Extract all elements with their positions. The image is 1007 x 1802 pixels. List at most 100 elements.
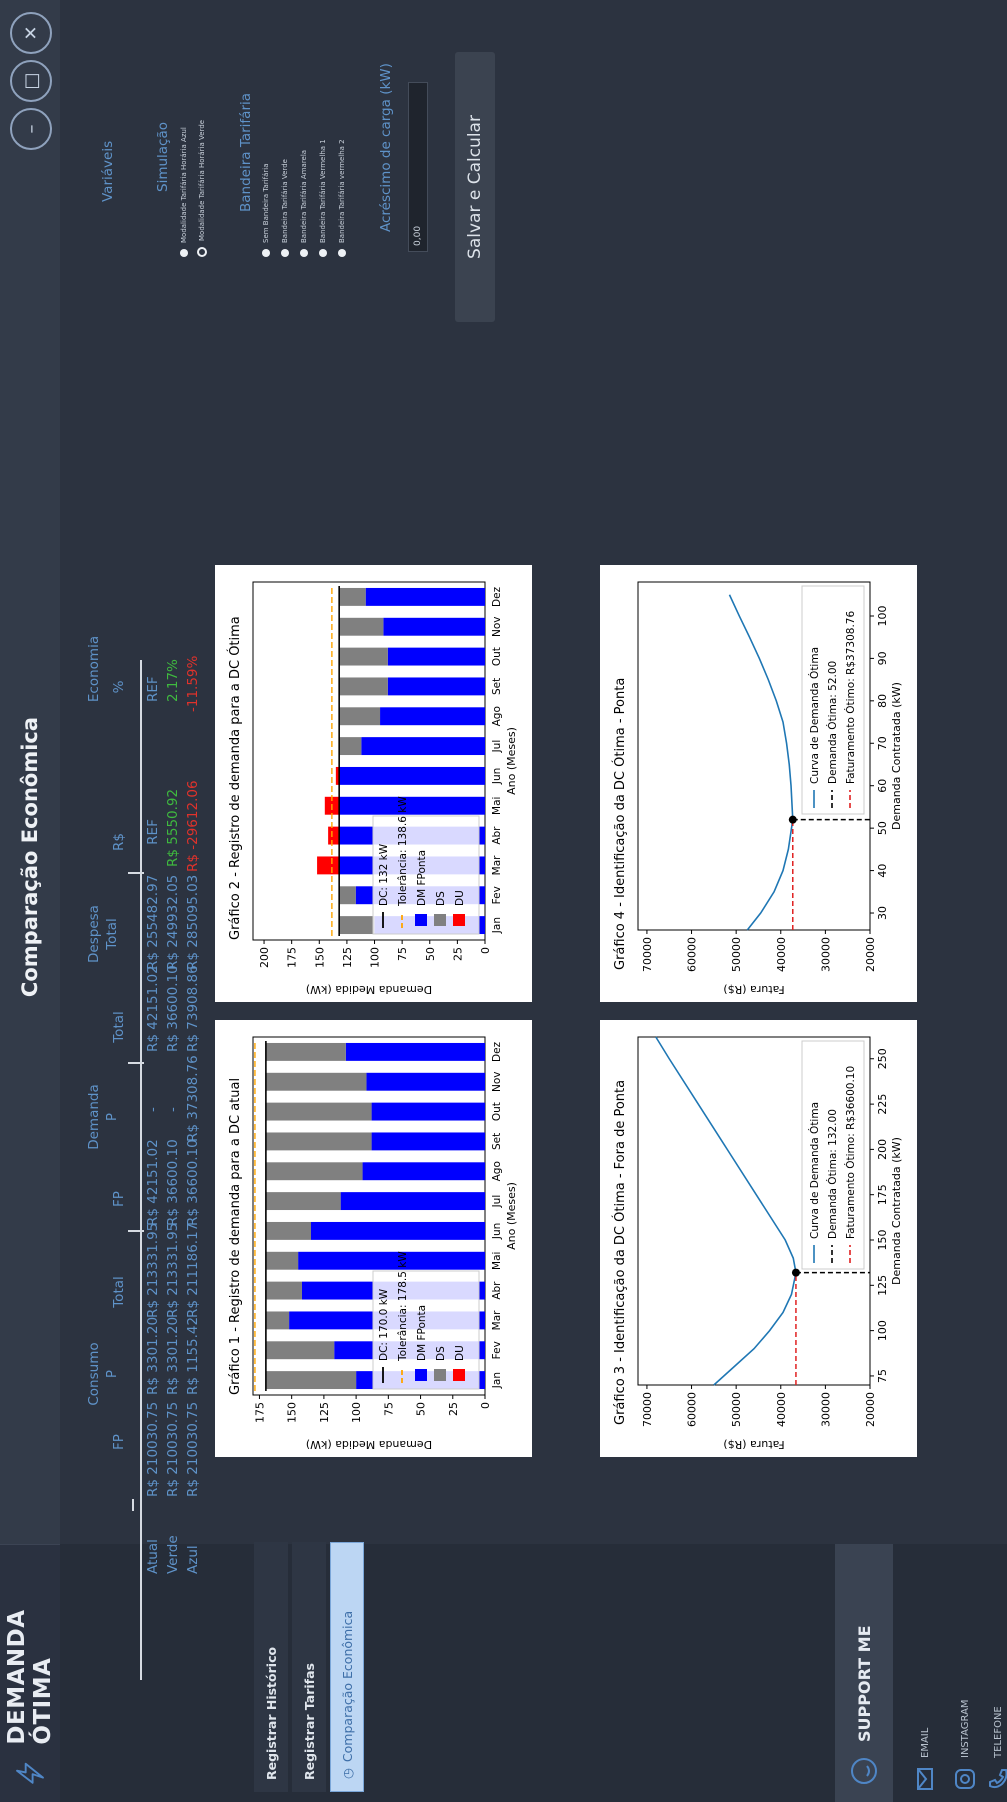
- x-axis-label: Demanda Contratada (kW): [890, 682, 903, 830]
- radio[interactable]: [300, 249, 308, 257]
- y-tick-label: 70000: [641, 1392, 654, 1427]
- cell-demanda-p: R$ 37308.76: [185, 1055, 201, 1142]
- cell-economia-pct: REF: [145, 676, 161, 702]
- simulacao-title: Simulação: [155, 121, 171, 192]
- cell-consumo-total: R$ 213331.95: [165, 1222, 181, 1318]
- legend-label: DS: [435, 891, 447, 906]
- cell-consumo-p: R$ 1155.42: [185, 1316, 201, 1395]
- sidebar-item-registrar-tarifas[interactable]: Registrar Tarifas: [292, 1542, 326, 1792]
- radio[interactable]: [338, 249, 346, 257]
- y-tick-label: 0: [479, 947, 492, 954]
- header-underline: [132, 1499, 134, 1511]
- bar-dm-fponta: [380, 707, 485, 726]
- radio-selected[interactable]: [180, 249, 188, 257]
- x-tick-label: Fev: [491, 1341, 503, 1359]
- y-axis-label: Fatura (R$): [723, 983, 784, 996]
- acrescimo-input[interactable]: 0,00: [408, 82, 428, 252]
- chart-2-svg: Gráfico 2 - Registro de demanda para a D…: [227, 581, 518, 996]
- plot-frame: [637, 581, 871, 931]
- y-tick-label: 30000: [819, 937, 832, 972]
- column-separator: [128, 1062, 144, 1064]
- radio[interactable]: [281, 249, 289, 257]
- bar-ds: [339, 886, 356, 905]
- y-tick-label: 25: [447, 1402, 460, 1416]
- chart-4: Gráfico 4 - Identificação da DC Ótima - …: [600, 565, 917, 1002]
- y-tick-label: 50: [424, 947, 437, 961]
- cell-demanda-total: R$ 36600.10: [165, 965, 181, 1052]
- close-button[interactable]: ✕: [10, 12, 52, 54]
- contact-telefone[interactable]: TELEFONE: [978, 1706, 1007, 1790]
- y-tick-label: 150: [286, 1402, 299, 1423]
- legend-swatch: [415, 914, 427, 926]
- cell-economia-rs: REF: [145, 819, 161, 845]
- legend-label: Demanda Ótima: 132.00: [826, 1109, 839, 1239]
- support-me-button[interactable]: SUPPORT ME: [835, 1544, 893, 1802]
- smile-icon: [851, 1758, 877, 1784]
- cell-consumo-p: R$ 3301.20: [165, 1316, 181, 1395]
- x-tick-label: 150: [876, 1230, 889, 1251]
- variaveis-title: Variáveis: [100, 140, 116, 202]
- support-label: SUPPORT ME: [854, 1625, 874, 1742]
- cell-consumo-total: R$ 211186.17: [185, 1222, 201, 1318]
- curve-line: [655, 1036, 797, 1386]
- x-tick-label: Fev: [491, 886, 503, 904]
- radio[interactable]: [262, 249, 270, 257]
- x-tick-label: Jul: [491, 1195, 503, 1209]
- bar-ds: [339, 647, 388, 666]
- x-tick-label: Mai: [491, 1252, 503, 1270]
- sim-option-azul[interactable]: Modalidade Tarifária Horária Azul: [180, 127, 188, 257]
- bandeira-option[interactable]: Bandeira Tarifária Verde: [281, 159, 289, 257]
- minimize-button[interactable]: –: [10, 108, 52, 150]
- y-tick-label: 175: [253, 1402, 266, 1423]
- sidebar-item-registrar-historico[interactable]: Registrar Histórico: [254, 1542, 288, 1792]
- curve-line: [728, 594, 794, 931]
- radio-unselected[interactable]: [197, 247, 207, 257]
- x-tick-label: Nov: [491, 617, 503, 638]
- bar-ds: [265, 1132, 372, 1151]
- x-tick-label: Jun: [491, 768, 503, 785]
- chart-4-svg: Gráfico 4 - Identificação da DC Ótima - …: [612, 581, 903, 996]
- bar-excedente: [328, 826, 340, 845]
- cell-despesa-total: R$ 255482.97: [145, 874, 161, 970]
- contact-email[interactable]: EMAIL: [905, 1728, 945, 1790]
- bandeira-title: Bandeira Tarifária: [238, 92, 254, 212]
- bar-ds: [265, 1311, 290, 1330]
- chart-1-svg: Gráfico 1 - Registro de demanda para a D…: [228, 1036, 518, 1451]
- x-tick-label: Abr: [491, 1281, 503, 1300]
- cell-despesa-total: R$ 249932.05: [165, 874, 181, 970]
- bandeira-option[interactable]: Bandeira Tarifária Amarela: [300, 150, 308, 257]
- legend-box: [372, 815, 480, 935]
- chart-2: Gráfico 2 - Registro de demanda para a D…: [215, 565, 532, 1002]
- contact-label: INSTAGRAM: [959, 1699, 971, 1758]
- y-tick-label: 125: [318, 1402, 331, 1423]
- bar-ds: [265, 1371, 357, 1390]
- y-tick-label: 150: [313, 947, 326, 968]
- option-label: Bandeira Tarifária vermelha 2: [338, 139, 346, 243]
- maximize-button[interactable]: □: [10, 60, 52, 102]
- y-tick-label: 60000: [686, 1392, 699, 1427]
- bar-dm-fponta: [339, 796, 485, 815]
- bar-dm-fponta: [311, 1221, 485, 1240]
- y-tick-label: 50000: [730, 937, 743, 972]
- bar-dm-fponta: [365, 587, 485, 606]
- legend-label: Faturamento Ótimo: R$36600.10: [844, 1066, 857, 1239]
- header-despesa-total: Total: [104, 918, 120, 950]
- cell-consumo-fp: R$ 210030.75: [145, 1401, 161, 1497]
- x-tick-label: Ago: [491, 1161, 503, 1181]
- sim-option-verde[interactable]: Modalidade Tarifária Horária Verde: [197, 120, 207, 257]
- contact-instagram[interactable]: INSTAGRAM: [945, 1699, 985, 1790]
- bandeira-option[interactable]: Sem Bandeira Tarifária: [262, 163, 270, 257]
- radio[interactable]: [319, 249, 327, 257]
- sidebar-item-comparacao-economica[interactable]: ◷ Comparação Econômica: [330, 1542, 364, 1792]
- y-axis-label: Demanda Medida (kW): [306, 983, 432, 996]
- save-calculate-button[interactable]: Salvar e Calcular: [455, 52, 495, 322]
- bandeira-option[interactable]: Bandeira Tarifária vermelha 2: [338, 139, 346, 257]
- legend-swatch: [453, 1369, 465, 1381]
- bar-dm-fponta: [340, 1192, 486, 1211]
- acrescimo-label: Acréscimo de carga (kW): [378, 63, 394, 232]
- y-tick-label: 20000: [864, 1392, 877, 1427]
- x-tick-label: Nov: [491, 1072, 503, 1093]
- cell-demanda-fp: R$ 42151.02: [145, 1139, 161, 1226]
- bandeira-option[interactable]: Bandeira Tarifária Vermelha 1: [319, 139, 327, 257]
- option-label: Bandeira Tarifária Amarela: [300, 149, 308, 243]
